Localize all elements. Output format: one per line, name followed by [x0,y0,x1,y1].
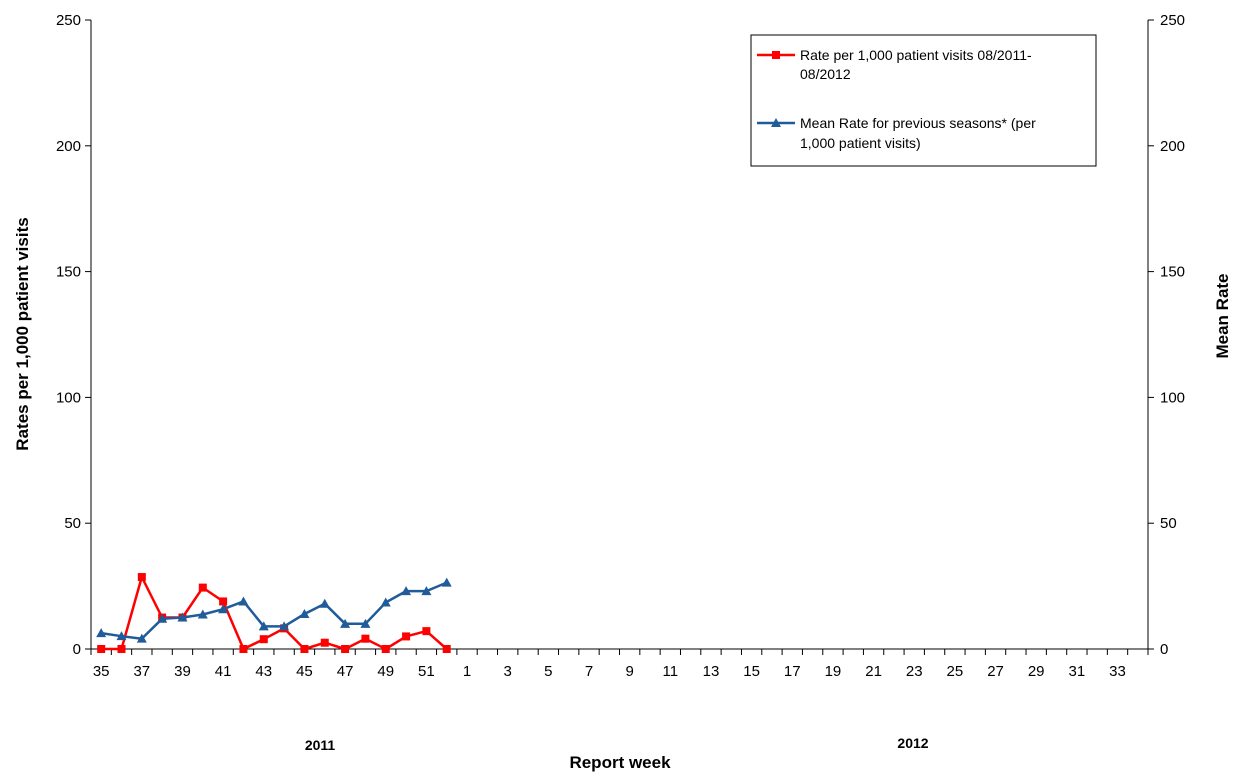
legend-marker-rate [772,51,780,59]
x-tick-label: 35 [93,663,110,680]
y-axis-title: Rates per 1,000 patient visits [13,217,32,450]
data-point-mean [238,596,249,606]
data-point-rate [97,645,106,653]
legend-box [750,34,1097,167]
x-tick-label: 1 [463,663,471,680]
data-point-rate [117,645,126,653]
x-tick-label: 33 [1109,663,1126,680]
x-tick-label: 39 [174,663,191,680]
x-tick-label: 9 [625,663,633,680]
legend-label-mean-line2: 1,000 patient visits) [800,135,921,151]
x-tick-label: 37 [133,663,150,680]
legend-label-mean-line1: Mean Rate for previous seasons* (per [800,115,1036,131]
legend-label-rate-line2: 08/2012 [800,66,851,82]
legend-marker-mean [771,118,781,127]
right-y-axis-ticks: 0 50 100 150 200 250 [1148,12,1185,658]
data-point-mean [421,586,432,596]
data-point-rate [442,645,451,653]
x-tick-label: 27 [987,663,1004,680]
x-tick-label: 5 [544,663,552,680]
x-tick-label: 19 [825,663,842,680]
y-tick-label: 250 [56,12,81,29]
legend: Rate per 1,000 patient visits 08/2011- 0… [750,34,1097,167]
x-tick-label: 17 [784,663,801,680]
data-point-mean [258,621,269,631]
x-tick-label: 51 [418,663,435,680]
data-point-mean [136,633,147,643]
y2-tick-label: 150 [1160,264,1185,281]
data-point-rate [259,635,268,644]
data-point-mean [319,598,330,608]
data-point-mean [380,597,391,607]
x-tick-label: 29 [1028,663,1045,680]
x-tick-label: 45 [296,663,313,680]
data-point-rate [198,583,207,592]
x-tick-label: 21 [865,663,882,680]
series-line-0 [101,575,448,651]
data-point-rate [402,632,411,641]
data-point-rate [137,573,146,582]
y2-tick-label: 50 [1160,515,1177,532]
x-axis-ticks: 35 37 39 41 43 45 47 49 51 1 3 5 7 9 11 13 15 17 19 21 23 25 2… [90,649,1149,680]
data-point-rate [341,645,350,653]
x-tick-label: 7 [585,663,593,680]
x-tick-label: 49 [377,663,394,680]
y-tick-label: 200 [56,138,81,155]
data-point-rate [361,634,370,643]
x-tick-label: 31 [1069,663,1086,680]
legend-label-rate-line1: Rate per 1,000 patient visits 08/2011- [800,47,1032,63]
data-point-mean [218,604,229,614]
data-point-mean [401,586,412,596]
data-point-mean [197,609,208,619]
y-tick-label: 150 [56,264,81,281]
y2-axis-title: Mean Rate [1213,273,1232,358]
y2-tick-label: 200 [1160,138,1185,155]
year-label-2012: 2012 [897,735,928,751]
data-point-mean [177,612,188,622]
data-point-rate [320,638,329,647]
y2-tick-label: 100 [1160,389,1185,406]
y-tick-label: 50 [64,515,81,532]
data-point-rate [239,645,248,653]
data-point-rate [422,627,431,636]
data-point-rate [300,645,309,653]
x-tick-label: 3 [504,663,512,680]
y-tick-label: 100 [56,389,81,406]
data-point-rate [381,645,390,653]
x-tick-label: 43 [255,663,272,680]
year-label-2011: 2011 [305,737,336,753]
left-y-axis-ticks: 0 50 100 150 200 250 [56,12,91,658]
data-point-mean [116,631,127,641]
data-point-mean [157,613,168,623]
data-point-mean [299,609,310,619]
data-point-mean [96,628,107,638]
data-point-mean [340,618,351,628]
data-point-rate [219,597,228,606]
data-point-mean [279,621,290,631]
x-tick-label: 11 [663,663,679,680]
y2-tick-label: 0 [1160,641,1168,658]
y-tick-label: 0 [73,641,81,658]
series-line-1 [101,581,448,640]
data-point-mean [360,618,371,628]
series-layer [96,573,452,653]
x-tick-label: 41 [215,663,232,680]
x-axis-title: Report week [569,753,671,772]
x-tick-label: 15 [743,663,760,680]
data-point-mean [441,577,452,587]
y2-tick-label: 250 [1160,12,1185,29]
x-tick-label: 13 [703,663,720,680]
x-tick-label: 25 [947,663,964,680]
x-tick-label: 47 [337,663,354,680]
x-tick-label: 23 [906,663,923,680]
